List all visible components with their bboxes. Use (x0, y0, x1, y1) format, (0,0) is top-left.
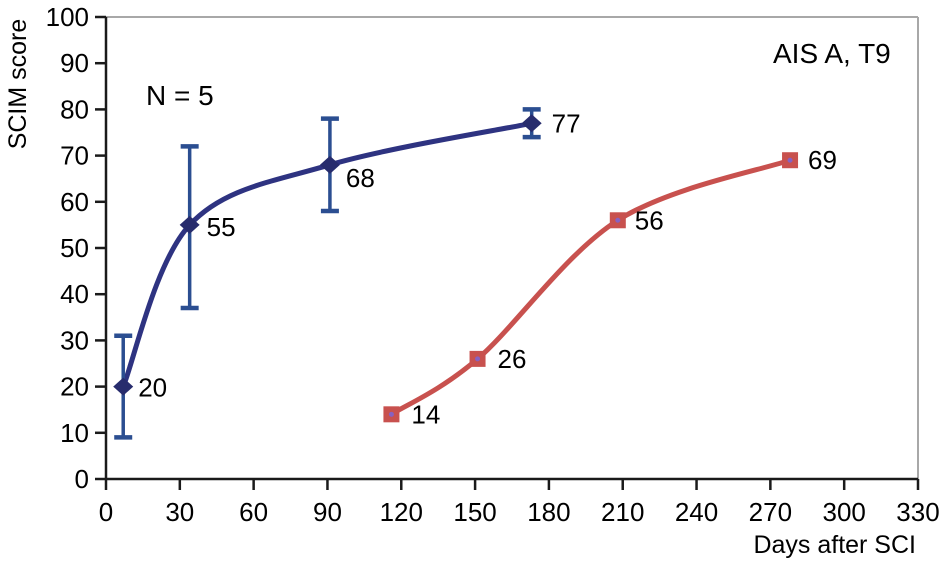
point-label: 68 (346, 163, 375, 193)
marker-center-dot (388, 411, 394, 417)
diamond-marker (319, 155, 340, 174)
chart-canvas: 0 10 20 30 40 50 60 70 80 90 100 0 30 60 90 120 150 180 21… (46, 2, 940, 527)
x-tick-label: 30 (165, 497, 194, 527)
x-tick-label: 270 (749, 497, 792, 527)
y-tick-label: 30 (60, 325, 89, 355)
blue-diamond-series-line (120, 120, 535, 390)
red-square-series-line (388, 157, 793, 417)
point-label: 20 (138, 373, 167, 403)
y-tick-label: 90 (60, 48, 89, 78)
point-label: 69 (808, 145, 837, 175)
x-tick-label: 330 (896, 497, 939, 527)
x-axis-title: Days after SCI (753, 531, 916, 559)
y-tick-label: 60 (60, 187, 89, 217)
x-tick-label: 120 (380, 497, 423, 527)
marker-center-dot (615, 217, 621, 223)
diamond-marker (179, 215, 200, 234)
y-tick-label: 10 (60, 418, 89, 448)
diamond-marker (521, 114, 542, 133)
marker-center-dot (475, 356, 481, 362)
x-tick-label: 150 (453, 497, 496, 527)
point-label: 14 (411, 399, 440, 429)
y-tick-label: 70 (60, 141, 89, 171)
y-tick-label: 0 (75, 464, 89, 494)
annotation: AIS A, T9 (773, 38, 891, 69)
annotation: N = 5 (146, 80, 214, 111)
x-tick-label: 240 (675, 497, 718, 527)
point-label: 26 (498, 344, 527, 374)
diamond-marker (113, 377, 134, 396)
point-label: 55 (207, 212, 236, 242)
x-tick-label: 90 (313, 497, 342, 527)
y-tick-label: 80 (60, 94, 89, 124)
y-tick-label: 50 (60, 233, 89, 263)
y-axis-title: SCIM score (4, 19, 32, 150)
x-tick-label: 210 (601, 497, 644, 527)
y-tick-label: 100 (46, 2, 89, 32)
x-tick-label: 0 (99, 497, 113, 527)
x-tick-label: 180 (527, 497, 570, 527)
point-label: 77 (552, 108, 581, 138)
x-tick-label: 60 (239, 497, 268, 527)
y-tick-label: 20 (60, 372, 89, 402)
point-label: 56 (635, 205, 664, 235)
y-tick-label: 40 (60, 279, 89, 309)
x-tick-label: 300 (822, 497, 865, 527)
marker-center-dot (787, 157, 793, 163)
